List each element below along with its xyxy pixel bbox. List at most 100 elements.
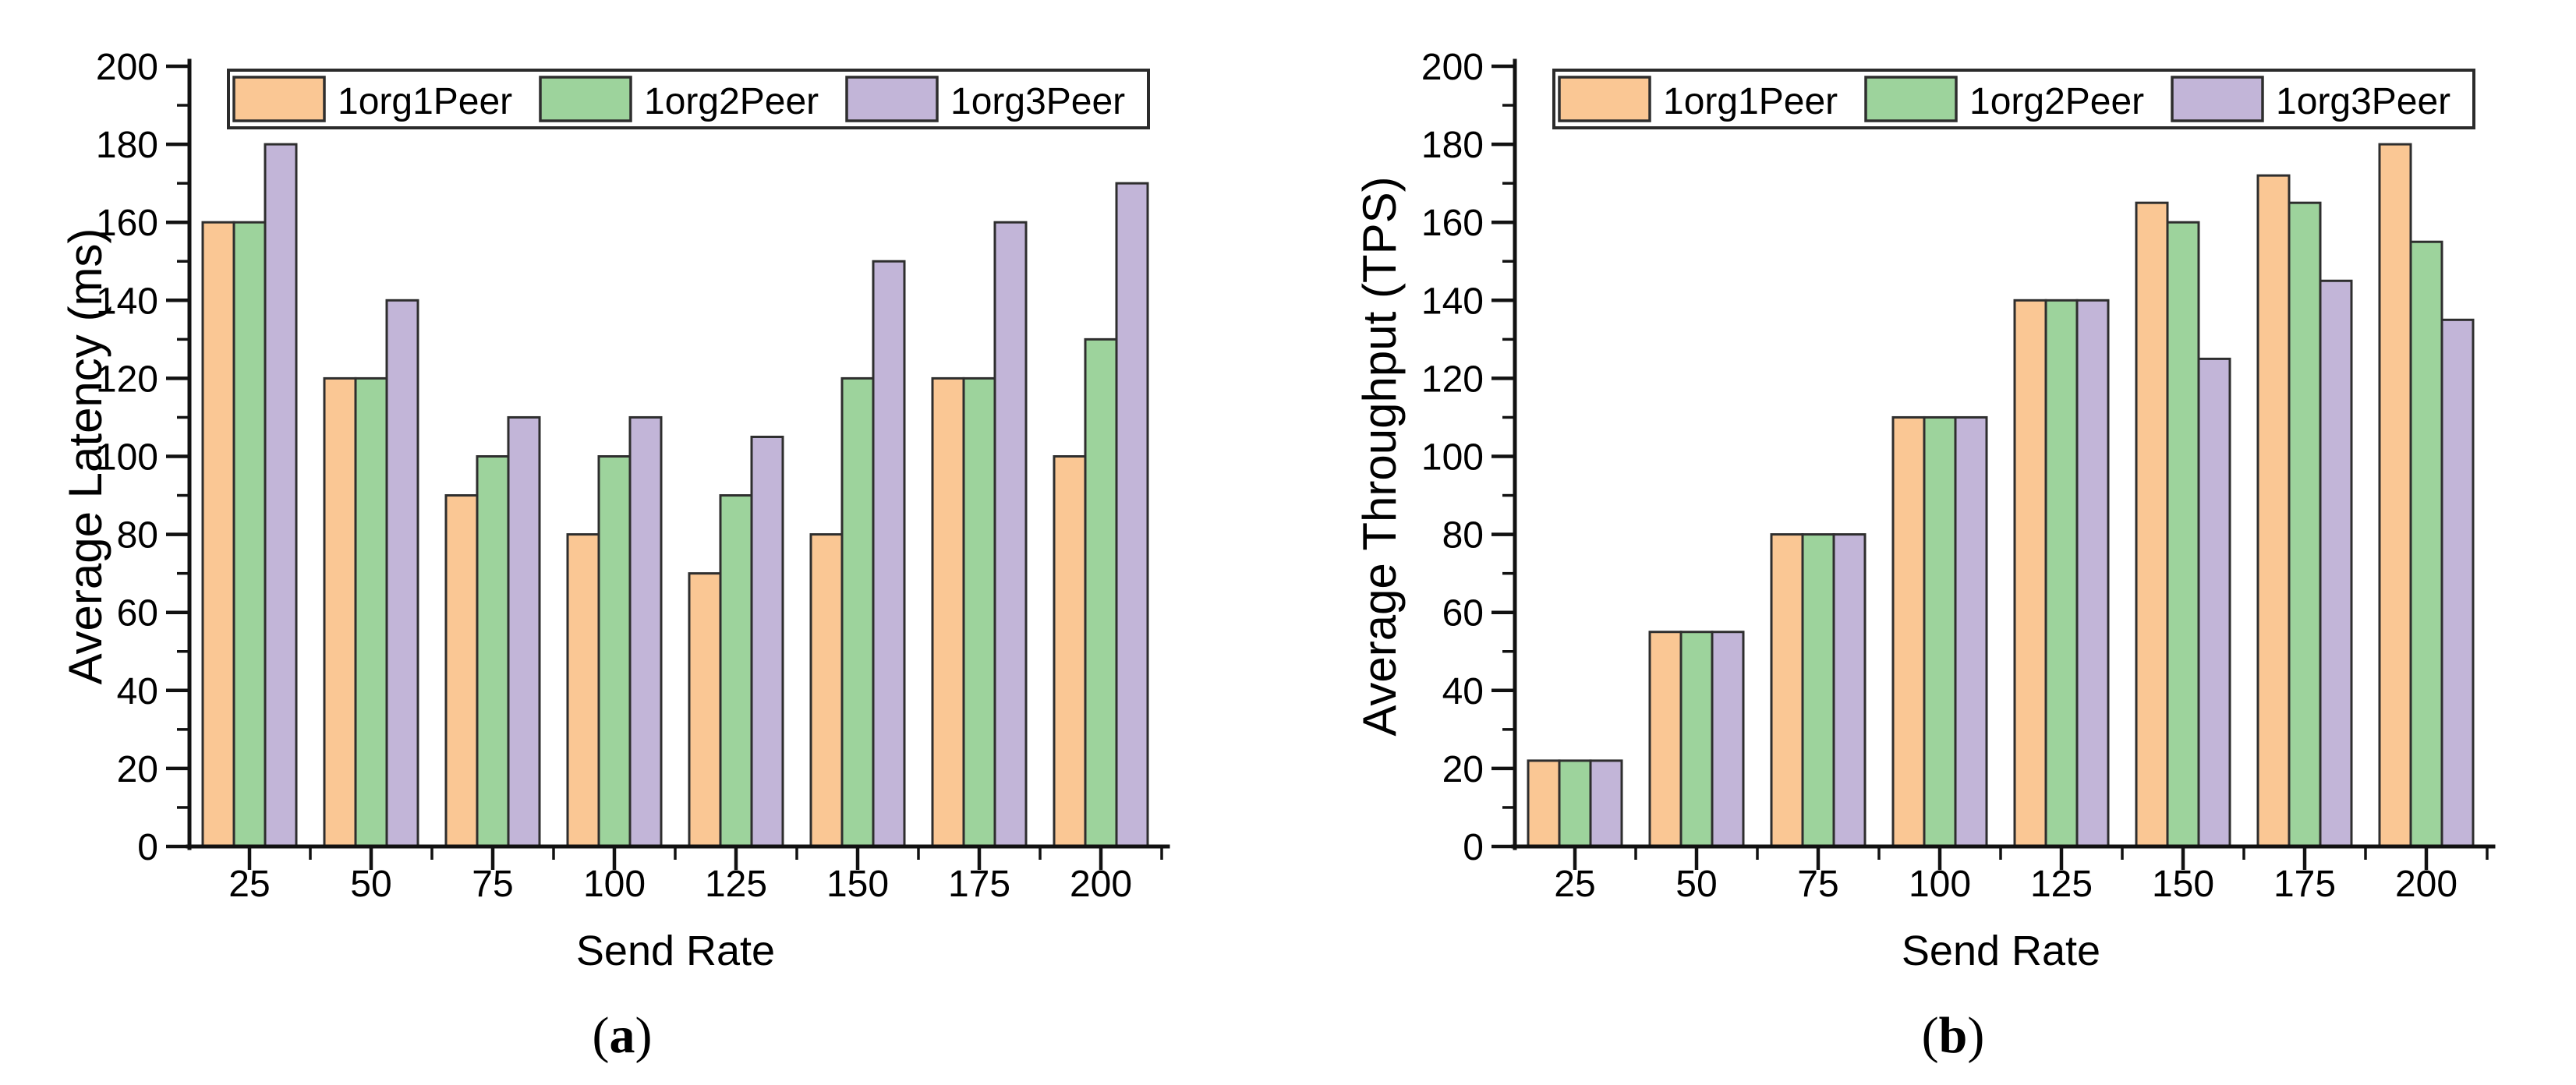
bar-1org1Peer-25 <box>201 221 235 848</box>
latency-bar-chart: 0 20 40 60 80 100 120 140 160 180 200 25 50 75 100 125 1… <box>59 47 1170 974</box>
bar-1org2Peer-125 <box>2044 299 2079 848</box>
y-tick-label: 80 <box>1442 515 1484 557</box>
bar-1org2Peer-25 <box>232 221 267 848</box>
bar-1org2Peer-200 <box>2409 240 2443 848</box>
legend-box <box>1552 69 2475 129</box>
bar-1org2Peer-175 <box>2288 201 2322 848</box>
y-tick-label: 140 <box>1421 281 1484 322</box>
bar-1org2Peer-100 <box>597 455 632 848</box>
legend: 1org1Peer 1org2Peer 1org3Peer <box>1552 69 2475 129</box>
bar-1org3Peer-125 <box>750 435 784 848</box>
bars-group <box>1527 143 2475 848</box>
x-axis-title: Send Rate <box>1902 928 2100 974</box>
bar-1org1Peer-50 <box>323 376 357 848</box>
y-tick-label: 0 <box>1463 827 1484 868</box>
y-axis-title: Average Throughput (TPS) <box>1353 176 1406 736</box>
y-tick-label: 140 <box>96 281 158 322</box>
bar-1org2Peer-175 <box>962 376 996 848</box>
legend-box <box>227 69 1150 129</box>
bar-1org1Peer-25 <box>1527 759 1561 848</box>
bar-1org3Peer-50 <box>1711 631 1745 848</box>
bar-1org1Peer-50 <box>1648 631 1683 848</box>
bar-1org2Peer-50 <box>354 376 388 848</box>
x-tick-label: 50 <box>1675 864 1717 905</box>
y-tick-label: 0 <box>137 827 158 868</box>
bar-1org1Peer-200 <box>1053 455 1087 848</box>
bar-1org1Peer-150 <box>809 533 844 848</box>
y-axis-title: Average Latency (ms) <box>59 228 111 685</box>
panel-b-caption: (b) <box>1836 1010 2070 1062</box>
bar-1org1Peer-75 <box>1770 533 1804 848</box>
bar-1org2Peer-125 <box>719 494 753 848</box>
x-axis-title-group: Send Rate <box>576 928 775 974</box>
bar-1org3Peer-75 <box>1832 533 1867 848</box>
x-tick-label: 150 <box>2152 864 2214 905</box>
bar-1org2Peer-75 <box>1801 533 1835 848</box>
y-tick-labels-group: 0 20 40 60 80 100 120 140 160 180 200 <box>96 47 158 868</box>
bar-1org3Peer-125 <box>2075 299 2110 848</box>
bar-1org1Peer-150 <box>2135 201 2169 848</box>
legend-swatch-1org2Peer <box>1864 76 1958 122</box>
y-tick-label: 80 <box>117 515 158 557</box>
bar-1org2Peer-50 <box>1679 631 1714 848</box>
bar-1org3Peer-150 <box>872 260 906 848</box>
bar-1org1Peer-200 <box>2378 143 2412 848</box>
bar-1org2Peer-100 <box>1923 415 1957 848</box>
y-tick-label: 180 <box>1421 125 1484 166</box>
x-tick-label: 100 <box>1909 864 1971 905</box>
y-tick-label: 60 <box>1442 593 1484 634</box>
legend: 1org1Peer 1org2Peer 1org3Peer <box>227 69 1150 129</box>
caption-letter: b <box>1938 1007 1968 1064</box>
bar-1org3Peer-25 <box>264 143 298 848</box>
y-tick-label: 60 <box>117 593 158 634</box>
caption-open-paren: ( <box>592 1007 610 1064</box>
axes-group <box>186 58 1170 850</box>
bar-1org3Peer-100 <box>1954 415 1988 848</box>
legend-label-1org3Peer: 1org3Peer <box>950 81 1125 122</box>
bar-1org1Peer-175 <box>2256 174 2291 848</box>
caption-close-paren: ) <box>635 1007 653 1064</box>
x-axis-title: Send Rate <box>576 928 775 974</box>
y-tick-label: 120 <box>1421 359 1484 400</box>
legend-label-1org2Peer: 1org2Peer <box>1969 81 2144 122</box>
y-tick-label: 100 <box>1421 437 1484 479</box>
bar-1org3Peer-50 <box>385 299 419 848</box>
x-tick-label: 50 <box>350 864 391 905</box>
bar-1org2Peer-75 <box>476 455 510 848</box>
legend-swatch-1org1Peer <box>232 76 326 122</box>
bar-1org3Peer-75 <box>507 415 541 848</box>
y-tick-label: 40 <box>1442 671 1484 712</box>
x-tick-label: 175 <box>948 864 1010 905</box>
bar-1org1Peer-125 <box>688 572 722 848</box>
axes-group <box>1511 58 2496 850</box>
y-tick-label: 180 <box>96 125 158 166</box>
x-tick-label: 175 <box>2273 864 2336 905</box>
x-tick-label: 75 <box>472 864 513 905</box>
legend-swatch-1org3Peer <box>845 76 939 122</box>
x-tick-label: 150 <box>826 864 889 905</box>
caption-letter: a <box>609 1007 635 1064</box>
y-tick-label: 20 <box>1442 749 1484 790</box>
x-tick-label: 125 <box>2030 864 2093 905</box>
x-tick-label: 100 <box>583 864 646 905</box>
caption-open-paren: ( <box>1921 1007 1939 1064</box>
x-tick-label: 75 <box>1797 864 1838 905</box>
y-ticks-group <box>1491 64 1515 849</box>
bar-1org3Peer-100 <box>628 415 663 848</box>
y-tick-label: 40 <box>117 671 158 712</box>
legend-label-1org1Peer: 1org1Peer <box>338 81 512 122</box>
y-tick-label: 100 <box>96 437 158 479</box>
bar-1org2Peer-150 <box>2166 221 2200 848</box>
bar-1org2Peer-200 <box>1084 338 1118 848</box>
legend-swatch-1org1Peer <box>1558 76 1651 122</box>
bar-1org2Peer-150 <box>840 376 875 848</box>
bar-1org1Peer-100 <box>1891 415 1926 848</box>
bar-1org1Peer-175 <box>931 376 965 848</box>
bars-group <box>201 143 1149 848</box>
x-tick-labels-group: 25 50 75 100 125 150 175 200 <box>1554 864 2457 905</box>
bar-1org3Peer-175 <box>2319 279 2353 848</box>
bar-1org3Peer-175 <box>993 221 1028 848</box>
bar-1org3Peer-200 <box>1115 182 1149 848</box>
bar-1org3Peer-25 <box>1589 759 1623 848</box>
y-tick-label: 120 <box>96 359 158 400</box>
